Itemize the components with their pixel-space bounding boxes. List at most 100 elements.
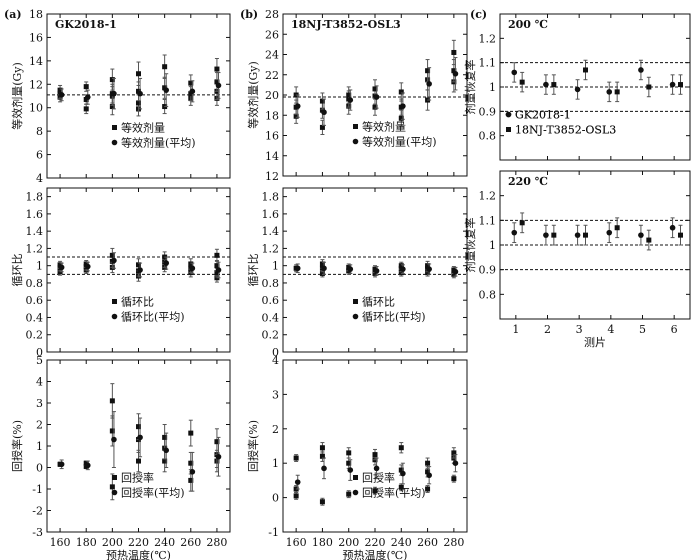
y-tick-label: -1 <box>268 526 279 539</box>
data-point-circle <box>574 232 581 238</box>
data-point-square <box>398 445 404 451</box>
x-axis-label: 预热温度(℃) <box>343 548 408 560</box>
data-point-square <box>519 220 525 226</box>
y-tick-label: -1 <box>32 483 43 496</box>
chart-c1: 0.8 0.9 1 1.1 1.2 剂量恢复率 200 ℃ GK2018-1 18NJ-T385… <box>463 13 691 161</box>
panel-label-c: (c) <box>470 8 487 21</box>
data-point-square <box>678 82 683 88</box>
data-point-square <box>398 270 404 276</box>
y-tick-label: 20 <box>265 89 279 102</box>
y-axis-label: 剂量恢复率 <box>463 218 477 273</box>
legend-label: GK2018-1 <box>515 109 571 122</box>
data-point-square <box>451 450 457 456</box>
legend-marker-square <box>353 299 358 304</box>
y-tick-label: 1.2 <box>479 32 497 45</box>
data-point-circle <box>294 265 301 272</box>
y-tick-label: 14 <box>29 55 43 68</box>
data-point-square <box>425 270 431 276</box>
series-0 <box>511 59 676 103</box>
data-point-square <box>57 87 63 93</box>
data-point-circle <box>400 266 406 272</box>
data-point-circle <box>111 90 117 97</box>
data-point-square <box>109 398 115 404</box>
y-tick-label: 1.8 <box>26 191 44 204</box>
data-point-square <box>293 493 299 499</box>
x-tick-label: 4 <box>607 323 614 336</box>
y-tick-label: 24 <box>265 49 279 62</box>
data-point-circle <box>373 268 380 274</box>
data-point-square <box>136 71 141 77</box>
data-point-square <box>136 262 141 268</box>
data-point-square <box>188 430 194 436</box>
data-point-square <box>451 476 457 482</box>
y-tick-label: 1.4 <box>26 225 44 238</box>
y-tick-label: 0.9 <box>479 264 497 277</box>
data-point-square <box>372 86 378 92</box>
x-axis-label: 预热温度(℃) <box>106 548 171 560</box>
data-point-circle <box>400 103 406 109</box>
y-axis-label: 等效剂量(Gy) <box>10 62 24 130</box>
y-axis-label: 回授率(%) <box>10 420 24 472</box>
legend-label: 循环比 <box>121 296 154 309</box>
x-tick-label: 200 <box>338 536 359 549</box>
data-point-square <box>425 469 431 475</box>
data-point-square <box>583 232 588 238</box>
y-axis-label: 回授率(%) <box>246 420 260 472</box>
y-tick-label: 18 <box>265 109 279 122</box>
x-tick-label: 2 <box>544 323 551 336</box>
data-point-square <box>398 89 404 95</box>
y-tick-label: 0.9 <box>479 105 497 118</box>
data-point-square <box>425 460 431 466</box>
data-point-circle <box>321 265 327 272</box>
data-point-circle <box>347 467 354 473</box>
data-point-square <box>57 262 63 268</box>
series-1 <box>294 454 459 490</box>
legend-label: 循环比 <box>362 296 395 309</box>
x-tick-label: 1 <box>512 323 519 336</box>
data-point-circle <box>189 88 196 95</box>
data-point-circle <box>347 266 354 272</box>
x-axis-label: 测片 <box>584 336 606 349</box>
data-point-circle <box>84 94 91 100</box>
data-point-circle <box>426 266 432 272</box>
x-tick-label: 280 <box>206 536 227 549</box>
data-point-square <box>551 82 557 88</box>
data-point-square <box>398 484 404 490</box>
data-point-circle <box>215 267 222 273</box>
y-tick-label: 1.2 <box>479 190 497 203</box>
y-tick-label: 0 <box>36 346 43 359</box>
chart-title: 18NJ-T3852-OSL3 <box>291 18 401 31</box>
chart-b3: -1 0 1 2 3 4 160 180 200 220 240 260 280 预热温度(℃) 回授率(%… <box>246 354 468 560</box>
legend-label: 18NJ-T3852-OSL3 <box>515 124 616 137</box>
y-tick-label: 1 <box>36 440 43 453</box>
data-point-circle <box>84 263 91 270</box>
y-tick-label: 2 <box>36 419 43 432</box>
x-tick-label: 220 <box>365 536 386 549</box>
data-point-circle <box>321 109 327 116</box>
data-point-circle <box>189 469 196 475</box>
data-point-circle <box>426 81 432 87</box>
data-point-square <box>319 124 325 130</box>
y-tick-label: 3 <box>272 388 279 401</box>
y-tick-label: 4 <box>272 354 279 367</box>
data-point-circle <box>400 470 406 477</box>
data-point-circle <box>163 447 170 454</box>
legend-label: 等效剂量 <box>121 121 165 135</box>
data-point-square <box>398 115 404 121</box>
data-point-square <box>83 97 89 103</box>
legend-label: 等效剂量(平均) <box>362 135 437 149</box>
x-tick-label: 220 <box>128 536 149 549</box>
chart-b1: 12 14 16 18 20 22 24 26 28 等效剂量(Gy) 18NJ-T3852-OSL… <box>246 8 468 183</box>
x-tick-label: 240 <box>391 536 412 549</box>
data-point-square <box>319 261 325 267</box>
y-tick-label: 1.1 <box>479 214 497 227</box>
data-point-square <box>346 460 352 466</box>
legend-label: 18NJ-T3852-OSL3 <box>515 124 616 137</box>
y-tick-label: 1.4 <box>262 225 280 238</box>
legend-marker-circle <box>352 313 359 320</box>
chart-title: 220 ℃ <box>508 175 548 188</box>
legend-label: 回授率(平均) <box>362 486 426 500</box>
legend-marker-square <box>112 475 117 480</box>
series-1 <box>519 59 683 103</box>
